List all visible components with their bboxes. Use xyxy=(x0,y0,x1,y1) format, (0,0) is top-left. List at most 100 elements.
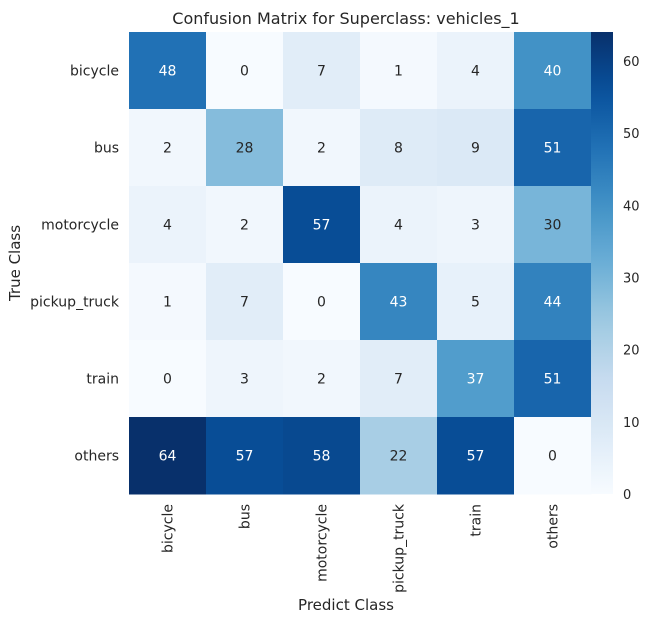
colorbar-gradient xyxy=(591,32,613,494)
heatmap-cells: 48 0 7 1 4 402 28 2 8 9 514 2 57 4 3 301 7 0 43 5 440 3 2 7 37 51… xyxy=(129,32,592,495)
heatmap-cell xyxy=(360,417,438,495)
cell-value-label: 7 xyxy=(394,372,403,388)
heatmap-cell xyxy=(360,340,438,418)
colorbar-tick-label: 60 xyxy=(623,55,640,70)
heatmap-cell xyxy=(514,340,592,418)
x-axis-label: Predict Class xyxy=(298,596,394,614)
colorbar-tick-label: 50 xyxy=(623,127,640,142)
cell-value-label: 40 xyxy=(544,64,562,80)
heatmap-cell xyxy=(129,186,207,264)
y-tick-label: pickup_truck xyxy=(30,295,120,311)
cell-value-label: 2 xyxy=(317,141,326,157)
y-tick-label: train xyxy=(86,372,119,388)
cell-value-label: 1 xyxy=(394,64,403,80)
heatmap-cell xyxy=(437,263,515,341)
cell-value-label: 4 xyxy=(163,218,172,234)
cell-value-label: 1 xyxy=(163,295,172,311)
cell-value-label: 2 xyxy=(163,141,172,157)
cell-value-label: 8 xyxy=(394,141,403,157)
cell-value-label: 9 xyxy=(471,141,480,157)
cell-value-label: 51 xyxy=(544,372,562,388)
heatmap-cell xyxy=(206,417,284,495)
heatmap-cell xyxy=(206,32,284,110)
heatmap-cell xyxy=(206,109,284,187)
heatmap-cell xyxy=(283,186,361,264)
heatmap-cell xyxy=(437,32,515,110)
colorbar: 0 10 20 30 40 50 60 xyxy=(591,32,640,503)
cell-value-label: 44 xyxy=(544,295,562,311)
colorbar-tick-label: 10 xyxy=(623,416,640,431)
heatmap-cell xyxy=(514,32,592,110)
heatmap-cell xyxy=(129,340,207,418)
colorbar-tick-label: 30 xyxy=(623,271,640,286)
cell-value-label: 5 xyxy=(471,295,480,311)
cell-value-label: 3 xyxy=(240,372,249,388)
heatmap-cell xyxy=(129,32,207,110)
cell-value-label: 57 xyxy=(236,449,254,465)
colorbar-tick-label: 0 xyxy=(623,488,631,503)
heatmap-cell xyxy=(129,417,207,495)
cell-value-label: 4 xyxy=(394,218,403,234)
x-tick-label: pickup_truck xyxy=(392,503,408,593)
heatmap-cell xyxy=(129,109,207,187)
heatmap-cell xyxy=(514,263,592,341)
heatmap-cell xyxy=(283,263,361,341)
x-tick-label: bicycle xyxy=(161,504,177,553)
heatmap-cell xyxy=(514,417,592,495)
cell-value-label: 57 xyxy=(313,218,331,234)
heatmap-cell xyxy=(283,340,361,418)
heatmap-cell xyxy=(206,186,284,264)
cell-value-label: 0 xyxy=(548,449,557,465)
y-tick-label: motorcycle xyxy=(41,218,119,234)
cell-value-label: 4 xyxy=(471,64,480,80)
cell-value-label: 48 xyxy=(159,64,177,80)
cell-value-label: 30 xyxy=(544,218,562,234)
cell-value-label: 37 xyxy=(467,372,485,388)
x-tick-labels: bicycle bus motorcycle pickup_truck train oth… xyxy=(161,503,562,593)
heatmap-cell xyxy=(360,109,438,187)
cell-value-label: 3 xyxy=(471,218,480,234)
heatmap-cell xyxy=(206,340,284,418)
y-tick-label: bus xyxy=(94,141,119,157)
cell-value-label: 7 xyxy=(317,64,326,80)
y-tick-label: bicycle xyxy=(70,64,119,80)
x-tick-label: others xyxy=(546,504,562,549)
heatmap-cell xyxy=(514,186,592,264)
cell-value-label: 2 xyxy=(240,218,249,234)
cell-value-label: 28 xyxy=(236,141,254,157)
cell-value-label: 22 xyxy=(390,449,408,465)
colorbar-tick-label: 20 xyxy=(623,344,640,359)
cell-value-label: 43 xyxy=(390,295,408,311)
cell-value-label: 7 xyxy=(240,295,249,311)
heatmap-cell xyxy=(437,186,515,264)
y-axis-label: True Class xyxy=(6,225,24,302)
cell-value-label: 51 xyxy=(544,141,562,157)
heatmap-cell xyxy=(360,263,438,341)
y-tick-label: others xyxy=(74,449,119,465)
heatmap-cell xyxy=(283,109,361,187)
heatmap-cell xyxy=(437,340,515,418)
colorbar-tick-label: 40 xyxy=(623,199,640,214)
cell-value-label: 64 xyxy=(159,449,177,465)
cell-value-label: 57 xyxy=(467,449,485,465)
x-tick-label: bus xyxy=(238,504,254,529)
heatmap-cell xyxy=(206,263,284,341)
heatmap-cell xyxy=(283,417,361,495)
cell-value-label: 0 xyxy=(163,372,172,388)
cell-value-label: 0 xyxy=(317,295,326,311)
heatmap-cell xyxy=(360,32,438,110)
heatmap-cell xyxy=(514,109,592,187)
x-tick-label: train xyxy=(469,504,485,537)
x-tick-label: motorcycle xyxy=(315,504,331,582)
chart-title: Confusion Matrix for Superclass: vehicle… xyxy=(172,9,519,29)
heatmap-cell xyxy=(129,263,207,341)
heatmap-cell xyxy=(437,417,515,495)
cell-value-label: 2 xyxy=(317,372,326,388)
cell-value-label: 0 xyxy=(240,64,249,80)
heatmap-cell xyxy=(360,186,438,264)
cell-value-label: 58 xyxy=(313,449,331,465)
heatmap-cell xyxy=(437,109,515,187)
